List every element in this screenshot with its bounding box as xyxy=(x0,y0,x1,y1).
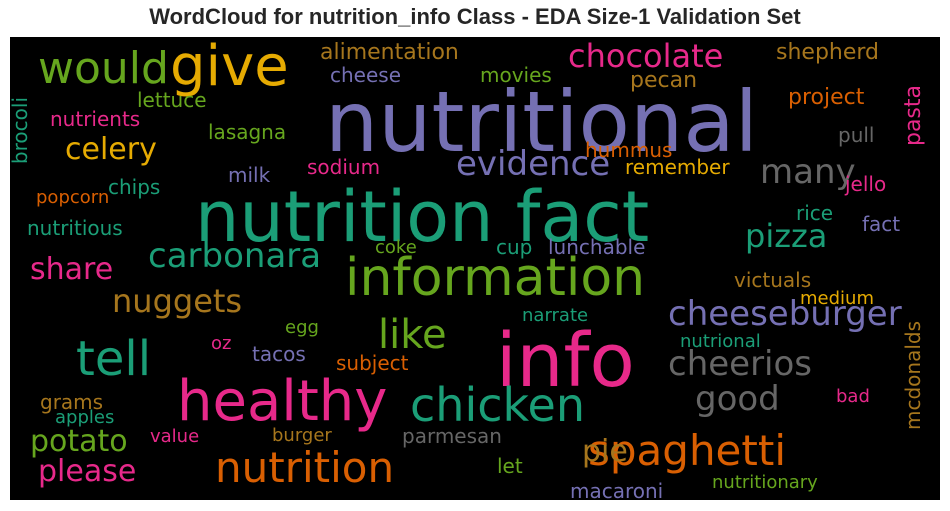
word-mcdonalds: mcdonalds xyxy=(901,321,925,431)
word-potato: potato xyxy=(30,424,128,459)
word-lunchable: lunchable xyxy=(548,235,646,259)
word-nutritional: nutritional xyxy=(325,73,759,171)
word-good: good xyxy=(695,379,780,419)
word-pull: pull xyxy=(838,123,875,147)
word-egg: egg xyxy=(285,317,319,338)
word-milk: milk xyxy=(228,163,271,187)
word-spaghetti: spaghetti xyxy=(588,426,787,475)
word-victuals: victuals xyxy=(734,268,812,292)
word-like: like xyxy=(378,312,447,358)
word-cheese: cheese xyxy=(330,63,402,87)
word-cheerios: cheerios xyxy=(668,344,813,384)
word-nutrional: nutrional xyxy=(680,331,761,352)
word-evidence: evidence xyxy=(456,144,611,184)
word-nutrition-fact: nutrition fact xyxy=(195,176,650,258)
word-lettuce: lettuce xyxy=(137,88,207,112)
word-oz: oz xyxy=(211,333,232,354)
word-info: info xyxy=(496,318,635,404)
word-celery: celery xyxy=(65,132,157,167)
word-jello: jello xyxy=(845,172,887,196)
word-healthy: healthy xyxy=(177,369,388,434)
word-pecan: pecan xyxy=(630,68,698,93)
word-lasagna: lasagna xyxy=(208,120,287,144)
word-chocolate: chocolate xyxy=(568,37,724,75)
word-cloud-canvas: nutritional nutrition fact info information… xyxy=(10,37,940,500)
word-hummus: hummus xyxy=(585,138,673,162)
word-project: project xyxy=(788,85,865,110)
word-fact: fact xyxy=(862,212,901,236)
word-nuggets: nuggets xyxy=(112,282,243,320)
word-popcorn: popcorn xyxy=(36,187,110,208)
word-many: many xyxy=(760,152,856,192)
word-brocoli: brocoli xyxy=(10,97,32,165)
word-medium: medium xyxy=(800,288,874,309)
word-cup: cup xyxy=(496,235,533,259)
word-nutrients: nutrients xyxy=(50,107,141,131)
word-sodium: sodium xyxy=(307,155,381,179)
word-pasta: pasta xyxy=(901,85,926,147)
word-would: would xyxy=(38,43,169,94)
chart-title: WordCloud for nutrition_info Class - EDA… xyxy=(149,4,801,29)
word-information: information xyxy=(345,248,646,308)
word-let: let xyxy=(497,454,523,478)
word-pie: pie xyxy=(582,434,628,469)
word-bad: bad xyxy=(836,386,870,407)
word-cheeseburger: cheeseburger xyxy=(668,294,902,334)
word-chicken: chicken xyxy=(410,378,585,432)
word-nutrition: nutrition xyxy=(215,443,395,492)
word-subject: subject xyxy=(336,351,409,375)
word-alimentation: alimentation xyxy=(320,40,459,65)
word-value: value xyxy=(150,426,200,447)
word-burger: burger xyxy=(272,425,332,446)
word-narrate: narrate xyxy=(522,305,589,326)
word-give: give xyxy=(170,37,289,99)
word-carbonara: carbonara xyxy=(148,236,322,276)
word-movies: movies xyxy=(480,63,552,87)
word-tell: tell xyxy=(76,331,152,387)
word-tacos: tacos xyxy=(252,342,306,366)
word-please: please xyxy=(38,454,137,489)
word-parmesan: parmesan xyxy=(402,424,502,448)
word-share: share xyxy=(30,252,114,287)
word-chips: chips xyxy=(108,175,161,199)
word-nutritionary: nutritionary xyxy=(712,472,818,493)
word-coke: coke xyxy=(375,237,417,258)
word-nutritious: nutritious xyxy=(27,216,123,240)
word-grams: grams xyxy=(40,390,104,414)
word-remember: remember xyxy=(625,155,730,179)
word-rice: rice xyxy=(796,201,834,225)
word-pizza: pizza xyxy=(745,217,828,255)
word-macaroni: macaroni xyxy=(570,479,664,500)
word-apples: apples xyxy=(55,407,115,428)
word-shepherd: shepherd xyxy=(776,40,880,65)
